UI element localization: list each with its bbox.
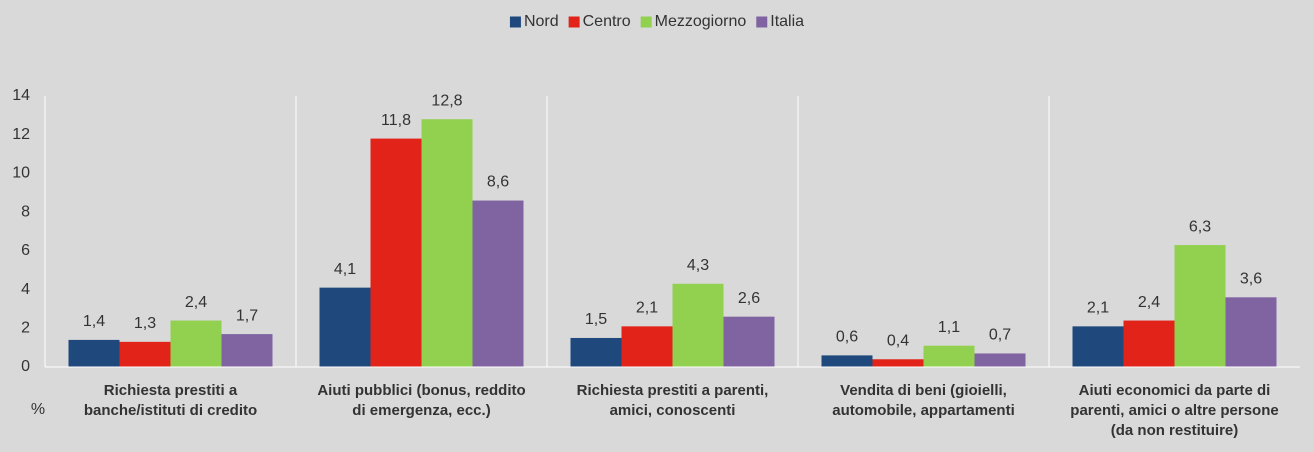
data-label: 8,6 <box>487 174 509 191</box>
bar <box>1123 320 1175 367</box>
legend-label: Centro <box>583 13 631 30</box>
bar <box>974 353 1026 367</box>
data-label: 2,4 <box>185 294 207 311</box>
bar <box>621 326 673 367</box>
data-label: 1,5 <box>585 311 607 328</box>
legend-label: Mezzogiorno <box>655 13 747 30</box>
bar <box>1225 297 1277 367</box>
data-label: 2,6 <box>738 290 760 307</box>
legend-swatch <box>640 16 652 28</box>
bar <box>672 283 724 367</box>
bar <box>723 316 775 367</box>
x-tick-label: Richiesta prestiti a banche/istituti di … <box>83 382 258 419</box>
bar <box>1174 245 1226 367</box>
data-label: 0,4 <box>887 332 909 349</box>
data-label: 2,4 <box>1138 294 1160 311</box>
legend-swatch <box>568 16 580 28</box>
x-tick-label: Aiuti pubblici (bonus, reddito di emerge… <box>317 382 526 419</box>
y-axis-label: % <box>31 401 45 418</box>
y-tick-label: 8 <box>21 203 30 220</box>
data-label: 1,3 <box>134 315 156 332</box>
x-tick-label: Aiuti economici da parte di parenti, ami… <box>1070 382 1279 439</box>
bar <box>872 359 924 367</box>
bar <box>472 200 524 367</box>
data-label: 12,8 <box>431 92 462 109</box>
data-label: 1,7 <box>236 307 258 324</box>
y-tick-label: 2 <box>21 320 30 337</box>
y-tick-label: 12 <box>12 126 30 143</box>
bar <box>421 119 473 367</box>
bar <box>821 355 873 367</box>
legend-label: Italia <box>770 13 804 30</box>
bar <box>1072 326 1124 367</box>
bar <box>570 337 622 367</box>
data-label: 6,3 <box>1189 218 1211 235</box>
x-tick-label: Vendita di beni (gioielli, automobile, a… <box>832 382 1015 419</box>
bar <box>68 339 120 367</box>
data-label: 2,1 <box>1087 300 1109 317</box>
bar <box>221 334 273 367</box>
bar <box>370 138 422 367</box>
data-label: 1,1 <box>938 319 960 336</box>
data-label: 4,1 <box>334 261 356 278</box>
legend-swatch <box>509 16 521 28</box>
bar <box>923 345 975 367</box>
data-label: 4,3 <box>687 257 709 274</box>
y-tick-label: 4 <box>21 281 30 298</box>
data-label: 2,1 <box>636 300 658 317</box>
bar <box>119 341 171 367</box>
x-tick-label: Richiesta prestiti a parenti, amici, con… <box>576 382 769 419</box>
data-label: 3,6 <box>1240 271 1262 288</box>
bar <box>170 320 222 367</box>
data-label: 1,4 <box>83 313 105 330</box>
y-tick-label: 10 <box>12 165 30 182</box>
bar <box>319 287 371 367</box>
legend-label: Nord <box>524 13 559 30</box>
y-tick-label: 14 <box>12 87 30 104</box>
legend-swatch <box>756 16 768 28</box>
y-tick-label: 0 <box>21 358 30 375</box>
data-label: 11,8 <box>381 112 411 129</box>
y-tick-label: 6 <box>21 242 30 259</box>
data-label: 0,7 <box>989 327 1011 344</box>
data-label: 0,6 <box>836 329 858 346</box>
